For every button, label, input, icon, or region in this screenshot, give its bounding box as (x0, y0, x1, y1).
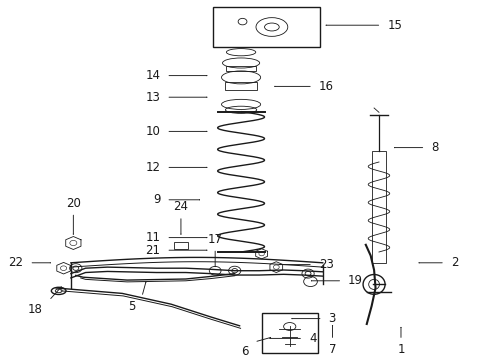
Text: 22: 22 (8, 256, 23, 269)
Text: 3: 3 (328, 312, 335, 325)
Bar (212, 7, 320, 47)
Text: 18: 18 (28, 303, 43, 316)
Text: 6: 6 (241, 345, 248, 358)
Text: 17: 17 (207, 233, 222, 246)
Text: 8: 8 (430, 141, 438, 154)
Text: 19: 19 (347, 274, 363, 287)
Text: 9: 9 (153, 193, 160, 206)
Bar (224, 82, 256, 90)
Bar (261, 313, 317, 353)
Text: 10: 10 (145, 125, 160, 138)
Text: 11: 11 (145, 231, 160, 244)
Bar (173, 242, 188, 249)
Text: 2: 2 (450, 256, 457, 269)
Text: 20: 20 (66, 197, 81, 210)
Bar (371, 151, 386, 263)
Text: 14: 14 (145, 69, 160, 82)
Text: 16: 16 (318, 80, 333, 93)
Text: 1: 1 (396, 343, 404, 356)
Text: 15: 15 (386, 19, 401, 32)
Bar (226, 66, 255, 71)
Text: 24: 24 (173, 200, 188, 213)
Text: 4: 4 (308, 332, 316, 345)
Text: 12: 12 (145, 161, 160, 174)
Text: 13: 13 (145, 91, 160, 104)
Text: 21: 21 (145, 244, 160, 257)
Text: 7: 7 (328, 343, 336, 356)
Text: 5: 5 (128, 300, 136, 313)
Text: 23: 23 (318, 258, 333, 271)
